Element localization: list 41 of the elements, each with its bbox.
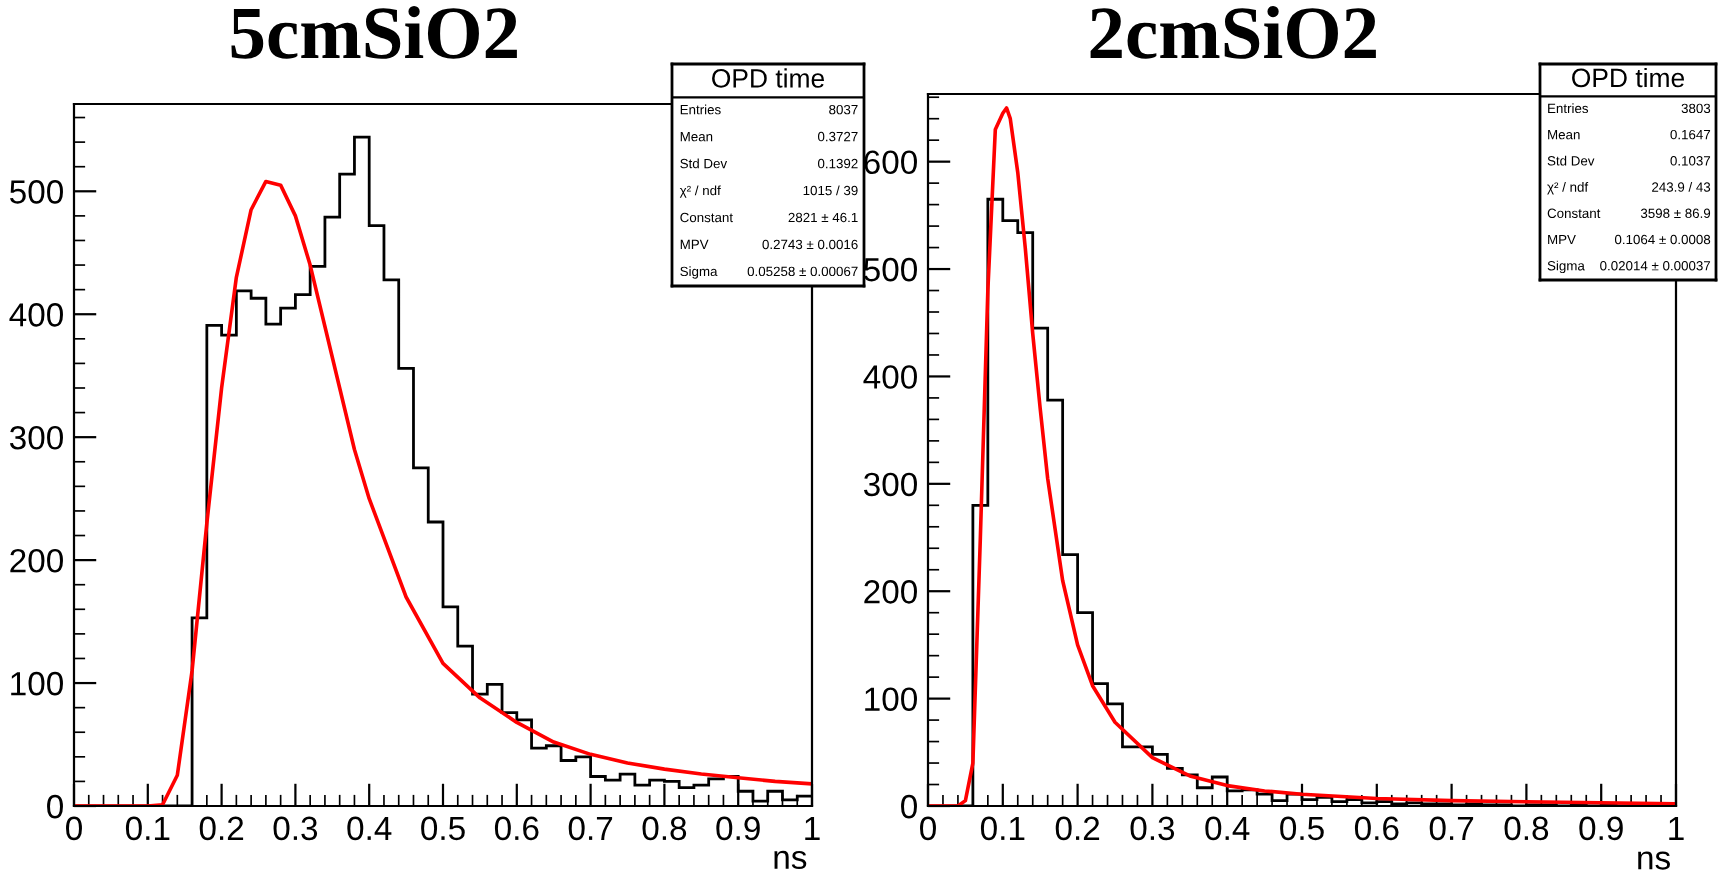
x-tick-label: 0.5 — [1280, 816, 1324, 841]
y-tick-label: 600 — [864, 150, 917, 175]
x-tick-label: 0 — [920, 816, 936, 841]
x-tick-label: 0.9 — [716, 816, 760, 841]
x-tick-label: 0.4 — [347, 816, 392, 841]
x-tick-label: 0.3 — [273, 816, 318, 841]
y-tick-label: 500 — [864, 257, 917, 282]
chart-title: 2cmSiO2 — [1090, 5, 1376, 59]
y-tick-label: 100 — [11, 671, 63, 696]
x-tick-label: 0.5 — [421, 816, 465, 841]
x-tick-label: 0 — [66, 816, 82, 841]
text: OPD time — [712, 68, 825, 88]
y-tick-label: 100 — [865, 687, 917, 712]
x-tick-label: 0.2 — [1055, 816, 1100, 841]
x-axis-title: ns — [774, 850, 807, 870]
chart-title: 5cmSiO2 — [231, 5, 517, 59]
x-axis-title: ns — [1638, 851, 1670, 870]
text: OPD time — [1572, 67, 1685, 88]
y-tick-label: 0 — [47, 794, 63, 819]
y-tick-label: 300 — [863, 472, 917, 497]
x-tick-label: 0.1 — [125, 816, 170, 841]
x-tick-label: 0.6 — [494, 816, 539, 841]
x-tick-label: 0.9 — [1579, 816, 1623, 841]
y-tick-label: 0 — [901, 794, 917, 819]
x-tick-label: 0.8 — [1504, 816, 1549, 841]
y-tick-label: 300 — [9, 425, 63, 450]
x-tick-label: 0.8 — [642, 816, 687, 841]
y-tick-label: 500 — [10, 180, 63, 204]
x-tick-label: 0.6 — [1354, 816, 1399, 841]
y-tick-label: 400 — [9, 303, 63, 327]
x-tick-label: 0.4 — [1205, 816, 1250, 841]
y-tick-label: 200 — [10, 548, 63, 573]
x-tick-label: 0.3 — [1130, 816, 1175, 841]
y-tick-label: 200 — [864, 580, 917, 604]
x-tick-label: 0.2 — [199, 816, 244, 841]
x-tick-label: 1 — [805, 816, 820, 840]
x-tick-label: 0.1 — [980, 816, 1025, 841]
x-tick-label: 0.7 — [568, 816, 613, 841]
x-tick-label: 1 — [1669, 816, 1684, 840]
y-tick-label: 400 — [863, 365, 917, 389]
x-tick-label: 0.7 — [1429, 816, 1474, 841]
